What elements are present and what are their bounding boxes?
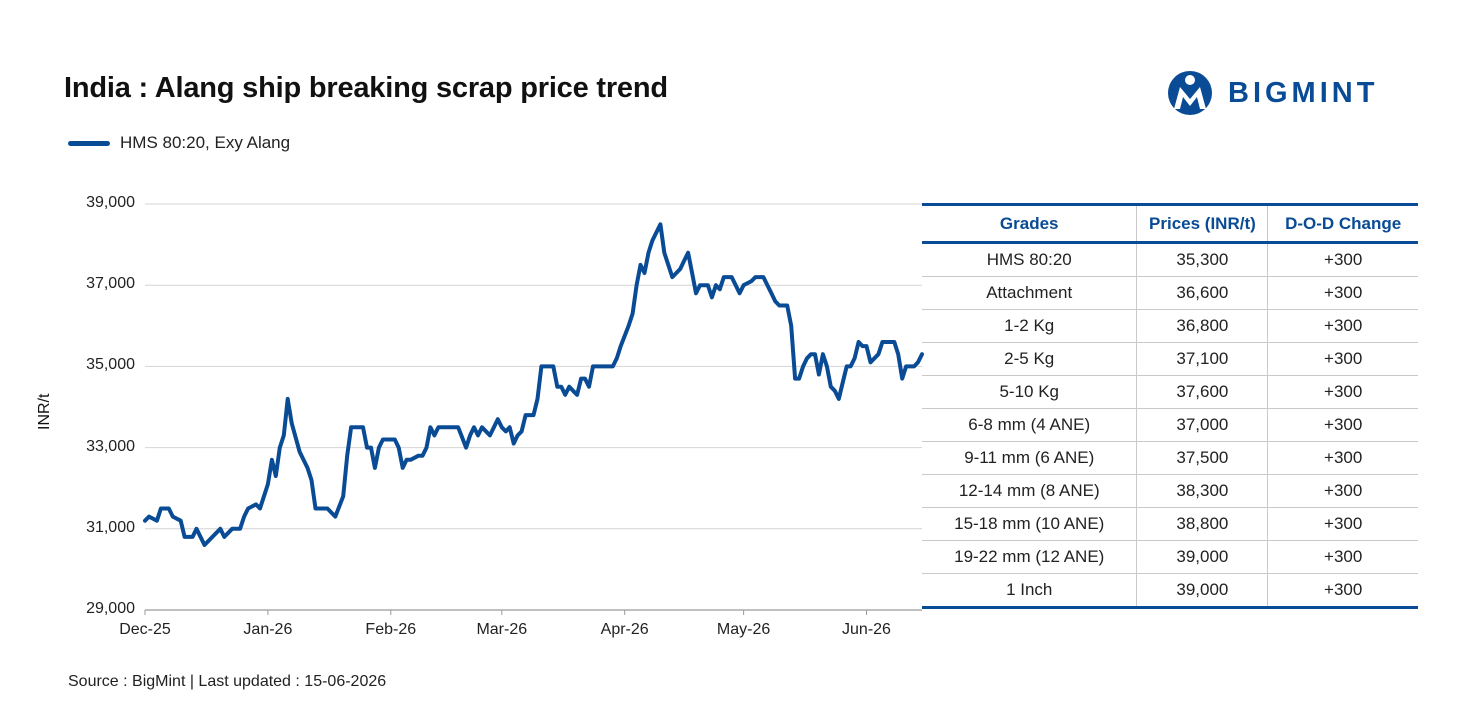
price-cell: 36,800	[1136, 309, 1268, 343]
price-cell: 37,100	[1136, 342, 1268, 376]
grade-cell: HMS 80:20	[922, 242, 1137, 277]
change-cell: +300	[1267, 276, 1418, 310]
change-cell: +300	[1267, 375, 1418, 409]
y-tick-label: 37,000	[86, 275, 135, 293]
table-row: HMS 80:20 35,300 +300	[922, 242, 1418, 277]
x-tick-label: Dec-25	[119, 621, 171, 638]
table-row: 9-11 mm (6 ANE) 37,500 +300	[922, 441, 1418, 475]
change-cell: +300	[1267, 242, 1418, 277]
header-change: D-O-D Change	[1267, 203, 1418, 244]
price-cell: 37,600	[1136, 375, 1268, 409]
table-row: 2-5 Kg 37,100 +300	[922, 342, 1418, 376]
table-row: 5-10 Kg 37,600 +300	[922, 375, 1418, 409]
change-cell: +300	[1267, 540, 1418, 574]
x-tick-label: Jan-26	[243, 621, 293, 638]
change-cell: +300	[1267, 507, 1418, 541]
grade-cell: 5-10 Kg	[922, 375, 1137, 409]
change-cell: +300	[1267, 474, 1418, 508]
source-note: Source : BigMint | Last updated : 15-06-…	[68, 673, 387, 690]
change-cell: +300	[1267, 441, 1418, 475]
table-row: 12-14 mm (8 ANE) 38,300 +300	[922, 474, 1418, 508]
legend-label: HMS 80:20, Exy Alang	[120, 133, 291, 152]
y-tick-label: 35,000	[86, 356, 135, 374]
change-cell: +300	[1267, 342, 1418, 376]
change-cell: +300	[1267, 573, 1418, 609]
grade-cell: 19-22 mm (12 ANE)	[922, 540, 1137, 574]
price-cell: 39,000	[1136, 540, 1268, 574]
table-row: 6-8 mm (4 ANE) 37,000 +300	[922, 408, 1418, 442]
table-row: Attachment 36,600 +300	[922, 276, 1418, 310]
price-cell: 36,600	[1136, 276, 1268, 310]
table-row: 15-18 mm (10 ANE) 38,800 +300	[922, 507, 1418, 541]
y-tick-label: 31,000	[86, 518, 135, 536]
x-tick-label: Apr-26	[600, 621, 649, 638]
table-row: 1-2 Kg 36,800 +300	[922, 309, 1418, 343]
chart-title: India : Alang ship breaking scrap price …	[64, 72, 668, 104]
grade-cell: 2-5 Kg	[922, 342, 1137, 376]
x-tick-label: Feb-26	[365, 621, 417, 638]
grades-price-table: Grades Prices (INR/t) D-O-D Change HMS 8…	[922, 203, 1418, 609]
y-tick-label: 39,000	[86, 194, 135, 211]
brand-logo: BIGMINT	[1166, 69, 1418, 117]
grade-cell: 9-11 mm (6 ANE)	[922, 441, 1137, 475]
header-grades: Grades	[922, 203, 1137, 244]
price-cell: 35,300	[1136, 242, 1268, 277]
grade-cell: 12-14 mm (8 ANE)	[922, 474, 1137, 508]
grade-cell: 6-8 mm (4 ANE)	[922, 408, 1137, 442]
x-tick-label: May-26	[716, 621, 771, 638]
grade-cell: 1 Inch	[922, 573, 1137, 609]
price-cell: 39,000	[1136, 573, 1268, 609]
grade-cell: 15-18 mm (10 ANE)	[922, 507, 1137, 541]
grade-cell: 1-2 Kg	[922, 309, 1137, 343]
table-row: 1 Inch 39,000 +300	[922, 573, 1418, 609]
grade-cell: Attachment	[922, 276, 1137, 310]
price-cell: 37,500	[1136, 441, 1268, 475]
x-tick-label: Jun-26	[842, 621, 891, 638]
price-cell: 38,800	[1136, 507, 1268, 541]
table-header-row: Grades Prices (INR/t) D-O-D Change	[922, 203, 1418, 244]
price-cell: 38,300	[1136, 474, 1268, 508]
change-cell: +300	[1267, 408, 1418, 442]
brand-name: BIGMINT	[1228, 77, 1379, 109]
header-prices: Prices (INR/t)	[1136, 203, 1268, 244]
table-row: 19-22 mm (12 ANE) 39,000 +300	[922, 540, 1418, 574]
bigmint-logo-icon	[1168, 71, 1212, 115]
y-tick-label: 33,000	[86, 437, 135, 455]
change-cell: +300	[1267, 309, 1418, 343]
y-tick-label: 29,000	[86, 600, 135, 617]
x-tick-label: Mar-26	[476, 621, 528, 638]
series-line-hms-80-20	[143, 222, 924, 547]
legend-swatch	[68, 140, 110, 146]
chart-legend: HMS 80:20, Exy Alang	[68, 133, 290, 153]
price-cell: 37,000	[1136, 408, 1268, 442]
